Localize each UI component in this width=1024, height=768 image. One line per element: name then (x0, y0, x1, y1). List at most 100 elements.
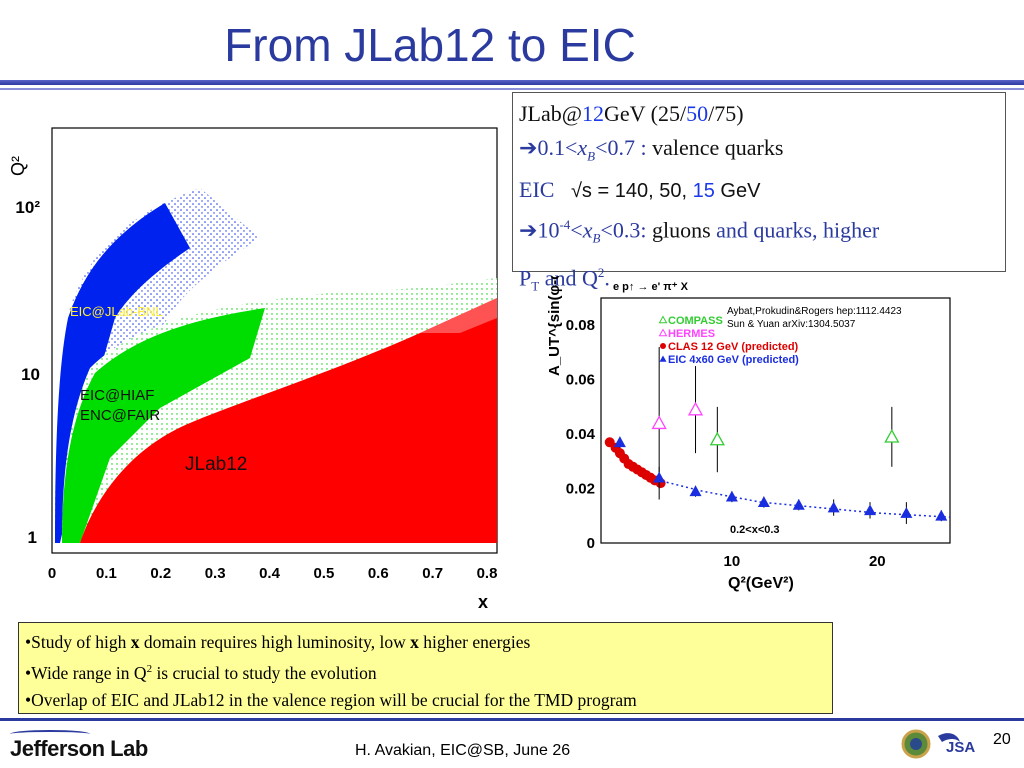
legend-marker (660, 343, 666, 349)
info-line-jlab: JLab@12GeV (25/50/75) (519, 97, 999, 131)
legend-label: EIC 4x60 GeV (predicted) (668, 354, 799, 366)
bullet-text: 2 (146, 663, 153, 675)
summary-box: •Study of high x domain requires high lu… (18, 622, 833, 714)
info-text: 12 (582, 101, 605, 126)
x-tick-labels: 10 20 (724, 553, 886, 570)
y-tick-label: 10 (21, 365, 40, 384)
info-text: 0.1< (537, 135, 578, 160)
kinematic-coverage-chart: EIC@JLab-BNL EIC@HIAF ENC@FAIR JLab12 0 0… (8, 127, 498, 612)
label-enc-fair: ENC@FAIR (80, 407, 160, 424)
title-divider (0, 80, 1024, 85)
data-point (884, 428, 900, 443)
info-text: x (577, 135, 588, 160)
logo-text: Jefferson Lab (10, 736, 148, 761)
data-point (687, 401, 704, 416)
y-axis-label: Q² (8, 156, 28, 176)
info-text: gluons (651, 217, 717, 243)
arrow-right-icon: ➔ (519, 135, 538, 160)
plot-frame (600, 297, 951, 544)
info-line-pt: PT and Q2. (519, 256, 999, 304)
title-divider-thin (0, 88, 1024, 90)
x-tick-labels: 0 0.1 0.2 0.3 0.4 0.5 0.6 0.7 0.8 (48, 565, 498, 582)
info-box: JLab@12GeV (25/50/75) ➔0.1<xB<0.7 : vale… (512, 92, 1006, 294)
partner-logos: JSA (901, 729, 975, 759)
y-tick-label: 0 (587, 535, 595, 552)
legend-marker (658, 315, 668, 324)
info-text: and quarks, higher (716, 217, 880, 243)
data-point (613, 436, 626, 448)
jlab12-region (80, 298, 497, 543)
info-text: <0.3: (600, 217, 652, 243)
doe-seal-center (910, 738, 922, 750)
info-text: GeV (25/ (604, 101, 687, 126)
data-point (757, 496, 770, 507)
info-text: < (570, 217, 583, 243)
x-tick-label: 0.5 (313, 565, 334, 582)
reference-2: Sun & Yuan arXiv:1304.5037 (727, 319, 856, 330)
info-text: JLab@ (519, 101, 583, 126)
y-tick-label: 0.06 (566, 372, 595, 389)
info-text: -4 (559, 217, 571, 233)
y-axis-label: A_UT^{sin(φ-φs)} (546, 276, 563, 376)
data-point (725, 490, 738, 502)
footer-divider (0, 718, 1024, 721)
label-eic-hiaf: EIC@HIAF (80, 387, 154, 404)
label-jlab12: JLab12 (185, 454, 247, 475)
y-tick-labels: 0 0.02 0.04 0.06 0.08 (566, 317, 596, 552)
page-title: From JLab12 to EIC (224, 19, 636, 71)
range-annotation: 0.2<x<0.3 (730, 524, 780, 536)
data-point (653, 471, 666, 483)
data-point (864, 504, 877, 516)
info-line-valence: ➔0.1<xB<0.7 : valence quarks (519, 131, 999, 173)
y-tick-label: 0.02 (566, 481, 595, 498)
footer-text: H. Avakian, EIC@SB, June 26 (355, 742, 571, 759)
x-tick-label: 0.8 (477, 565, 498, 582)
data-point (651, 415, 667, 430)
y-tick-label: 0.08 (566, 317, 595, 334)
x-tick-label: 20 (869, 553, 886, 570)
info-text: 2 (597, 265, 605, 281)
legend-label: CLAS 12 GeV (predicted) (668, 341, 799, 353)
info-text: √s = 140, 50, (570, 180, 693, 203)
info-text: T (531, 278, 540, 294)
bullet-text: x (130, 632, 140, 652)
info-text: B (587, 148, 596, 164)
y-tick-label: 10² (15, 198, 40, 217)
info-text: P (519, 265, 532, 291)
legend-marker (659, 355, 667, 362)
info-text: 50 (686, 101, 709, 126)
info-text: <0.7 : (595, 135, 653, 160)
label-eic-jlab-bnl: EIC@JLab-BNL (70, 304, 163, 319)
bullet-text: higher energies (418, 632, 531, 652)
info-text: 10 (537, 217, 560, 243)
bullet-item: •Study of high x domain requires high lu… (25, 629, 826, 656)
info-text: 15 (692, 180, 715, 203)
info-text: /75) (708, 101, 744, 126)
jsa-logo-text: JSA (946, 739, 975, 756)
y-tick-label: 1 (28, 528, 37, 547)
eic-hiaf-region (62, 308, 265, 543)
chart-header: e p↑ → e' π⁺ X (613, 281, 689, 293)
x-tick-label: 0.3 (205, 565, 226, 582)
x-tick-label: 0.7 (422, 565, 443, 582)
y-tick-label: 0.04 (566, 426, 596, 443)
info-line-gluons: ➔10-4<xB<0.3: gluons and quarks, higher (519, 208, 999, 256)
legend-label: HERMES (668, 328, 715, 340)
data-point (935, 509, 948, 521)
info-text: x (582, 217, 593, 243)
x-tick-label: 0.6 (368, 565, 389, 582)
info-text: B (592, 231, 601, 247)
bullet-text: x (410, 632, 419, 652)
bullet-item: •Wide range in Q2 is crucial to study th… (25, 656, 826, 687)
x-tick-label: 0.2 (150, 565, 171, 582)
info-text: . (604, 265, 610, 291)
reference-1: Aybat,Prokudin&Rogers hep:1112.4423 (727, 306, 902, 317)
bullet-text: domain requires high luminosity, low (139, 632, 411, 652)
bullet-text: •Wide range in Q (25, 662, 147, 683)
info-line-eic: EIC √s = 140, 50, 15 GeV (519, 173, 999, 208)
info-text: EIC (519, 177, 555, 203)
data-point (689, 485, 702, 497)
legend-marker (658, 328, 668, 337)
x-tick-label: 0 (48, 565, 56, 582)
